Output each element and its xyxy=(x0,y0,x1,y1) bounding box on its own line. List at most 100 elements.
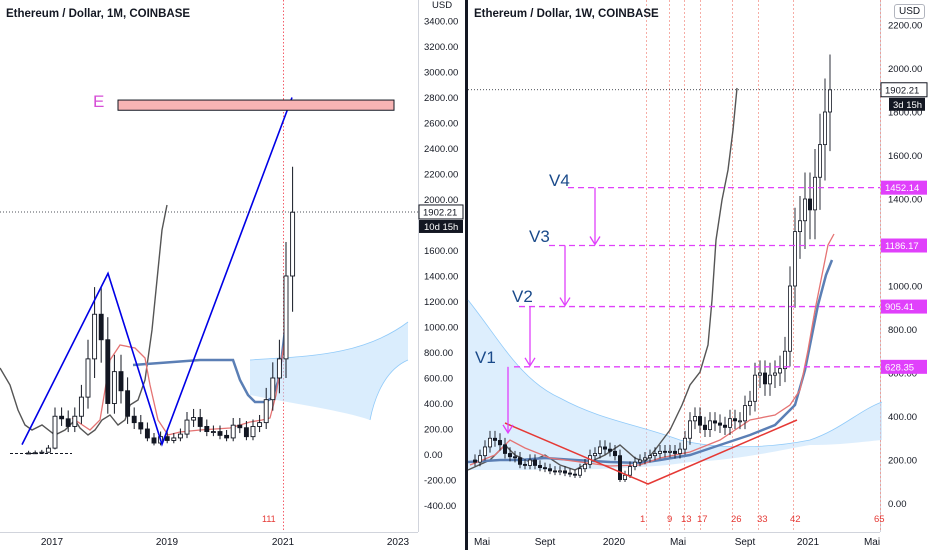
pane-divider[interactable] xyxy=(465,0,468,550)
left-y-tick-label: 400.00 xyxy=(424,399,453,410)
left-y-tick-label: 600.00 xyxy=(424,374,453,385)
left-y-tick-label: -200.00 xyxy=(424,476,456,487)
right-level-name: V2 xyxy=(512,287,533,306)
left-candle-body xyxy=(210,431,216,433)
right-candle-body xyxy=(808,198,813,211)
right-candle-body xyxy=(538,465,543,469)
left-candle-body xyxy=(171,437,177,441)
right-event-number: 13 xyxy=(681,514,692,525)
right-candle-body xyxy=(518,457,523,465)
right-level-arrowhead xyxy=(559,297,571,307)
left-candle-body xyxy=(263,399,269,424)
right-price-label-box xyxy=(880,82,928,98)
left-target-zone xyxy=(117,99,395,111)
left-y-tick-label: 2600.00 xyxy=(424,119,458,130)
left-candle-body xyxy=(290,211,296,277)
left-y-tick-label: 2000.00 xyxy=(424,195,458,206)
right-candle-body xyxy=(703,424,708,430)
right-y-tick-label: 600.00 xyxy=(888,369,917,380)
left-candle-body xyxy=(65,418,71,427)
right-candle-body xyxy=(698,416,703,426)
right-level-value: 905.41 xyxy=(885,302,914,313)
right-candle-body xyxy=(477,455,482,463)
left-y-tick-label: 800.00 xyxy=(424,348,453,359)
left-target-label: E xyxy=(93,92,104,111)
right-candle-body xyxy=(798,220,803,233)
right-candle-body xyxy=(568,472,573,475)
left-candle-body xyxy=(72,415,78,427)
right-candle-body xyxy=(753,374,758,402)
right-y-tick-label: 0.00 xyxy=(888,499,907,510)
right-candle-body xyxy=(487,437,492,448)
right-candle-body xyxy=(803,198,808,222)
right-level-arrowhead xyxy=(502,424,514,435)
left-candle-body xyxy=(125,390,131,417)
right-level-value: 1186.17 xyxy=(885,241,919,252)
left-candle-body xyxy=(105,339,111,404)
right-event-number: 42 xyxy=(790,514,801,525)
right-candle-body xyxy=(733,418,738,422)
right-candle-body xyxy=(618,455,623,480)
left-candle-body xyxy=(217,431,223,436)
left-ichimoku-cloud xyxy=(250,322,408,420)
right-candle-body xyxy=(758,372,763,376)
right-currency-badge[interactable]: USD xyxy=(894,4,926,19)
right-y-tick-label: 1400.00 xyxy=(888,195,922,206)
left-candle-body xyxy=(197,417,203,427)
right-candle-body xyxy=(593,453,598,457)
right-countdown-label: 3d 15h xyxy=(893,100,922,111)
right-countdown-box xyxy=(889,97,925,111)
right-candle-body xyxy=(553,470,558,473)
left-chart-title: Ethereum / Dollar, 1M, COINBASE xyxy=(6,8,191,20)
right-event-number: 65 xyxy=(874,514,885,525)
right-level-name: V1 xyxy=(475,348,496,367)
right-candle-body xyxy=(533,459,538,466)
left-candle-body xyxy=(92,313,98,360)
right-candle-body xyxy=(813,176,818,211)
right-event-number: 26 xyxy=(731,514,742,525)
right-candle-body xyxy=(558,470,563,473)
left-countdown-box xyxy=(419,219,463,233)
left-candle-body xyxy=(98,313,104,341)
right-candle-body xyxy=(502,444,507,454)
right-candle-body xyxy=(472,459,477,463)
right-candle-body xyxy=(663,450,668,453)
right-candle-body xyxy=(748,400,753,407)
left-candle-body xyxy=(184,419,190,435)
right-level-label-box xyxy=(881,238,927,253)
right-level-name: V3 xyxy=(529,227,550,246)
left-candle-body xyxy=(283,275,289,360)
right-candle-body xyxy=(648,455,653,459)
right-pane[interactable]: 2200.00 2000.00 1800.00 1600.00 1400.00 1 200.… xyxy=(467,0,928,548)
right-candle-body xyxy=(497,440,502,446)
right-candle-body xyxy=(788,285,793,352)
right-candle-body xyxy=(768,374,773,385)
left-y-tick-label: 1400.00 xyxy=(424,272,458,283)
left-candle-body xyxy=(237,424,243,429)
left-y-tick-label: 3000.00 xyxy=(424,68,458,79)
right-chart-title: Ethereum / Dollar, 1W, COINBASE xyxy=(474,8,659,20)
right-candle-body xyxy=(783,350,788,370)
left-candle-body xyxy=(45,447,51,453)
right-candle-body xyxy=(738,420,743,423)
right-candle-body xyxy=(818,144,823,178)
right-candle-body xyxy=(563,470,568,474)
right-candle-body xyxy=(573,473,578,476)
right-candle-body xyxy=(548,468,553,472)
right-candle-body xyxy=(718,422,723,426)
right-candle-body xyxy=(492,437,497,441)
right-candle-body xyxy=(693,416,698,422)
right-candle-body xyxy=(793,231,798,287)
left-pane[interactable]: USD 3400.00 3200.00 3000.00 2800.00 2600.00 24… xyxy=(0,0,464,548)
right-candle-body xyxy=(823,111,828,146)
right-candle-body xyxy=(653,453,658,457)
right-y-tick-label: 2200.00 xyxy=(888,21,922,32)
right-candle-body xyxy=(828,89,833,113)
right-candle-body xyxy=(723,424,728,428)
right-x-tick-label: Mai xyxy=(864,537,880,548)
right-kijun-line xyxy=(467,259,834,465)
right-candle-body xyxy=(482,446,487,457)
right-y-tick-label: 1800.00 xyxy=(888,108,922,119)
right-level-arrowhead xyxy=(589,236,601,246)
